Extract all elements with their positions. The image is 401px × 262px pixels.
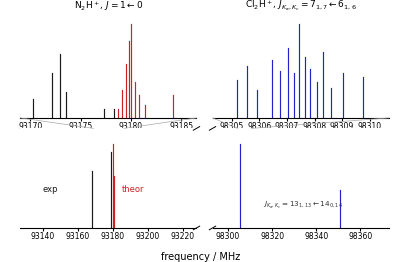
Text: exp: exp [43,185,58,194]
Text: theor: theor [122,185,144,194]
Text: frequency / MHz: frequency / MHz [161,252,240,262]
Title: N$_2$H$^+$, $J = 1 \leftarrow 0$: N$_2$H$^+$, $J = 1 \leftarrow 0$ [74,0,143,13]
Title: Cl$_2$H$^+$, $J_{K_a,K_c} = 7_{1,7} \leftarrow 6_{1,6}$: Cl$_2$H$^+$, $J_{K_a,K_c} = 7_{1,7} \lef… [245,0,356,13]
Text: $J_{K_a,K_c} = 13_{1,13} \leftarrow 14_{0,14}$: $J_{K_a,K_c} = 13_{1,13} \leftarrow 14_{… [263,200,343,211]
